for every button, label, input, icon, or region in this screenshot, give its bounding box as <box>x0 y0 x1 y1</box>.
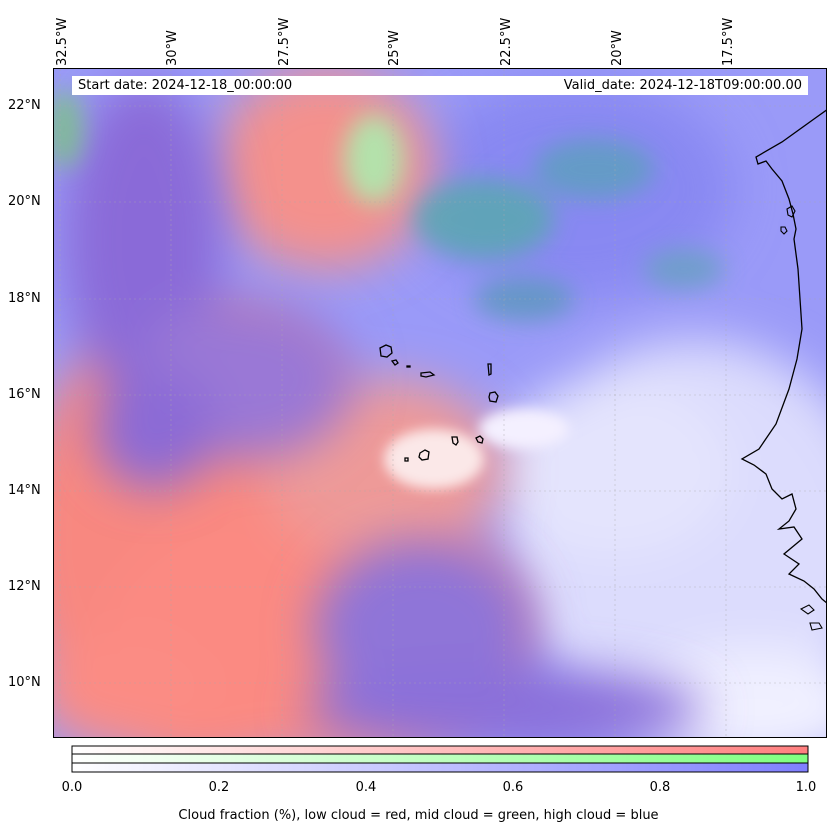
colorbar-low-cloud <box>71 745 809 755</box>
colorbar-tick-1: 0.2 <box>208 780 230 795</box>
lat-label-20n: 20°N <box>8 194 41 209</box>
africa-coastline <box>740 109 826 604</box>
lat-label-14n: 14°N <box>8 483 41 498</box>
lat-label-10n: 10°N <box>8 675 41 690</box>
colorbar-tick-2: 0.4 <box>355 780 377 795</box>
lon-label-27-5w: 27.5°W <box>277 17 292 66</box>
graticule <box>54 69 826 737</box>
colorbar-tick-3: 0.6 <box>502 780 524 795</box>
colorbar-title: Cloud fraction (%), low cloud = red, mid… <box>178 808 659 823</box>
colorbar-tick-4: 0.8 <box>649 780 671 795</box>
valid-date-label: Valid_date: 2024-12-18T09:00:00.00 <box>563 78 802 93</box>
coastal-islands <box>780 205 823 631</box>
lat-label-16n: 16°N <box>8 387 41 402</box>
colorbar-tick-5: 1.0 <box>795 780 817 795</box>
mixed-cloud-regions <box>64 79 704 737</box>
lon-label-25w: 25°W <box>387 30 402 66</box>
lat-label-18n: 18°N <box>8 291 41 306</box>
cape-verde-islands <box>379 344 499 462</box>
lon-label-30w: 30°W <box>165 30 180 66</box>
cloud-fraction-map <box>53 68 827 738</box>
colorbar-high-cloud <box>71 762 809 773</box>
lon-label-17-5w: 17.5°W <box>721 17 736 66</box>
mid-cloud-regions <box>54 89 724 321</box>
lat-label-12n: 12°N <box>8 579 41 594</box>
start-date-label: Start date: 2024-12-18_00:00:00 <box>78 78 293 93</box>
lon-label-20w: 20°W <box>610 30 625 66</box>
lat-label-22n: 22°N <box>8 98 41 113</box>
date-info-box: Start date: 2024-12-18_00:00:00 Valid_da… <box>72 76 808 95</box>
cloud-field-svg <box>54 69 826 737</box>
cloud-colorbar <box>71 745 809 773</box>
colorbar-tick-0: 0.0 <box>61 780 83 795</box>
colorbar-mid-cloud <box>71 753 809 764</box>
clear-patch <box>384 409 569 489</box>
lon-label-22-5w: 22.5°W <box>499 17 514 66</box>
lon-label-32-5w: 32.5°W <box>55 17 70 66</box>
